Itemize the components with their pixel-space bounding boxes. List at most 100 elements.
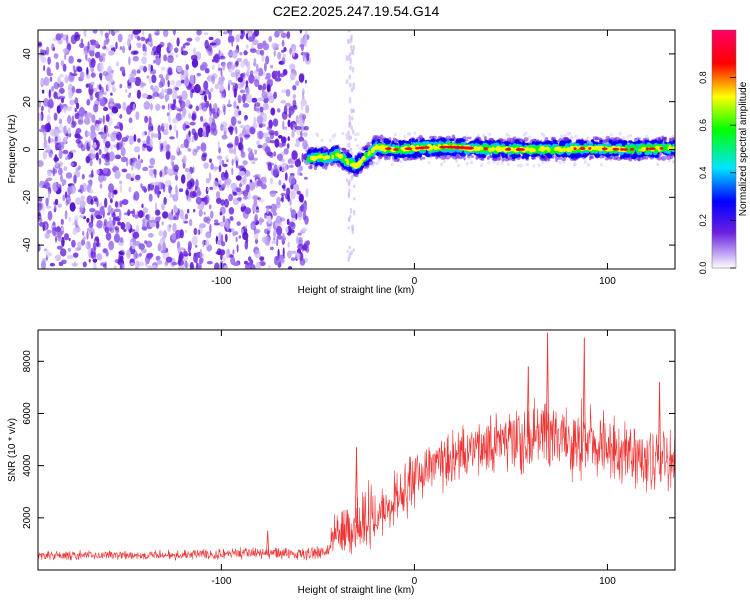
spectrogram-signal-blob [622,154,626,159]
spectrogram-noise-speckle [72,227,78,236]
spectrogram-noise-speckle [226,143,234,148]
spectrogram-noise-speckle [168,116,171,123]
spectrogram-noise-speckle [219,186,223,191]
spectrogram-signal-blob [651,140,655,143]
spectrogram-noise-speckle [230,217,234,221]
spectrogram-noise-speckle [291,257,296,261]
spectrogram-noise-speckle [271,240,277,244]
spectrogram-noise-speckle [290,183,294,190]
spectrogram-noise-speckle [82,261,87,268]
spectrogram-noise-speckle [81,173,85,180]
spectrogram-noise-speckle [296,129,302,136]
spectrogram-noise-speckle [118,209,122,219]
spectrogram-noise-speckle [89,84,94,90]
spectrogram-noise-speckle [148,169,154,177]
spectrogram-signal-blob [320,147,324,152]
spectrogram-signal-blob [561,153,566,158]
spectrogram-noise-speckle [79,42,85,49]
spectrogram-noise-speckle [563,134,567,138]
spectrogram-noise-speckle [205,239,210,247]
spectrogram-noise-speckle [609,132,613,137]
spectrogram-noise-speckle [92,258,98,263]
spectrogram-noise-speckle [174,47,179,53]
spectrogram-noise-speckle [133,191,140,201]
spectrogram-noise-speckle [155,221,160,229]
spectrogram-noise-speckle [261,54,265,62]
spectrogram-noise-speckle [276,235,283,240]
spectrogram-noise-speckle [135,260,140,269]
spectrogram-noise-speckle [94,51,101,59]
spectrogram-noise-speckle [182,107,187,116]
spectrogram-noise-speckle [57,76,61,84]
spectrogram-noise-speckle [276,237,279,247]
spectrogram-noise-speckle [85,155,91,164]
spectrogram-signal-blob [364,148,369,151]
spectrogram-noise-speckle [300,130,303,139]
spectrogram-noise-speckle [427,160,431,165]
spectrogram-noise-speckle [254,213,258,222]
spectrogram-noise-speckle [192,148,198,156]
spectrogram-noise-speckle [354,137,358,142]
spectrogram-noise-speckle [281,111,288,120]
spectrogram-noise-speckle [196,230,199,234]
spectrogram-noise-speckle [254,149,257,155]
spectrogram-noise-speckle [270,203,277,213]
spectrogram-noise-speckle [202,126,206,132]
spectrogram-noise-speckle [53,112,58,121]
spectrogram-noise-speckle [119,66,125,72]
spectrogram-noise-speckle [92,242,96,252]
spectrogram-noise-speckle [52,166,56,177]
spectrogram-noise-speckle [281,184,286,189]
spectrogram-noise-speckle [154,185,160,195]
spectrogram-noise-speckle [232,249,235,255]
spectrogram-signal-blob [483,136,487,141]
spectrogram-noise-speckle [95,152,99,161]
spectrogram-noise-speckle [212,111,219,119]
spectrogram-noise-speckle [167,67,173,76]
spectrogram-noise-speckle [246,66,250,75]
spectrogram-noise-speckle [135,111,140,120]
spectrogram-noise-speckle [275,215,283,224]
spectrogram-noise-speckle [108,183,114,193]
spectrogram-noise-speckle [171,261,178,266]
spectrogram-noise-speckle [189,121,196,126]
spectrogram-noise-speckle [150,84,154,91]
spectrogram-noise-speckle [158,230,164,237]
spectrogram-noise-speckle [147,131,151,136]
spectrogram-noise-speckle [236,197,242,201]
spectrogram-noise-speckle [47,190,51,201]
spectrogram-signal-blob [486,156,490,161]
spectrogram-noise-speckle [173,207,178,213]
spectrogram-noise-speckle [480,163,484,167]
spectrogram-noise-speckle [456,163,460,168]
spectrogram-noise-speckle [161,88,165,97]
spectrogram-noise-speckle [231,158,234,166]
spectrogram-noise-speckle [290,209,297,219]
spectrogram-noise-speckle [100,132,108,140]
spectrogram-noise-speckle [182,155,187,164]
spectrogram-noise-speckle [103,91,107,96]
spectrogram-signal-blob [376,139,381,142]
spectrogram-noise-speckle [137,243,140,247]
spectrogram-noise-speckle [300,204,304,212]
spectrogram-signal-blob [394,154,397,159]
spectrogram-noise-speckle [249,179,253,183]
spectrogram-noise-speckle [228,228,232,233]
spectrogram-noise-speckle [154,32,160,36]
spectrogram-noise-speckle [245,184,250,193]
spectrogram-noise-speckle [144,46,147,53]
spectrogram-noise-speckle [202,239,205,248]
spectrogram-noise-speckle [120,222,126,230]
spectrogram-noise-speckle [60,248,67,257]
spectrogram-noise-speckle [268,95,275,104]
spectrogram-noise-speckle [270,107,276,116]
spectrogram-noise-speckle [165,73,169,81]
spectrogram-noise-speckle [234,69,241,75]
spectrogram-noise-speckle [203,88,210,95]
spectrogram-signal-blob [523,137,529,142]
spectrogram-noise-speckle [65,35,69,44]
spectrogram-noise-speckle [55,61,60,70]
spectrogram-noise-speckle [285,102,291,107]
spectrogram-noise-speckle [151,125,154,132]
spectrogram-noise-speckle [168,184,172,194]
